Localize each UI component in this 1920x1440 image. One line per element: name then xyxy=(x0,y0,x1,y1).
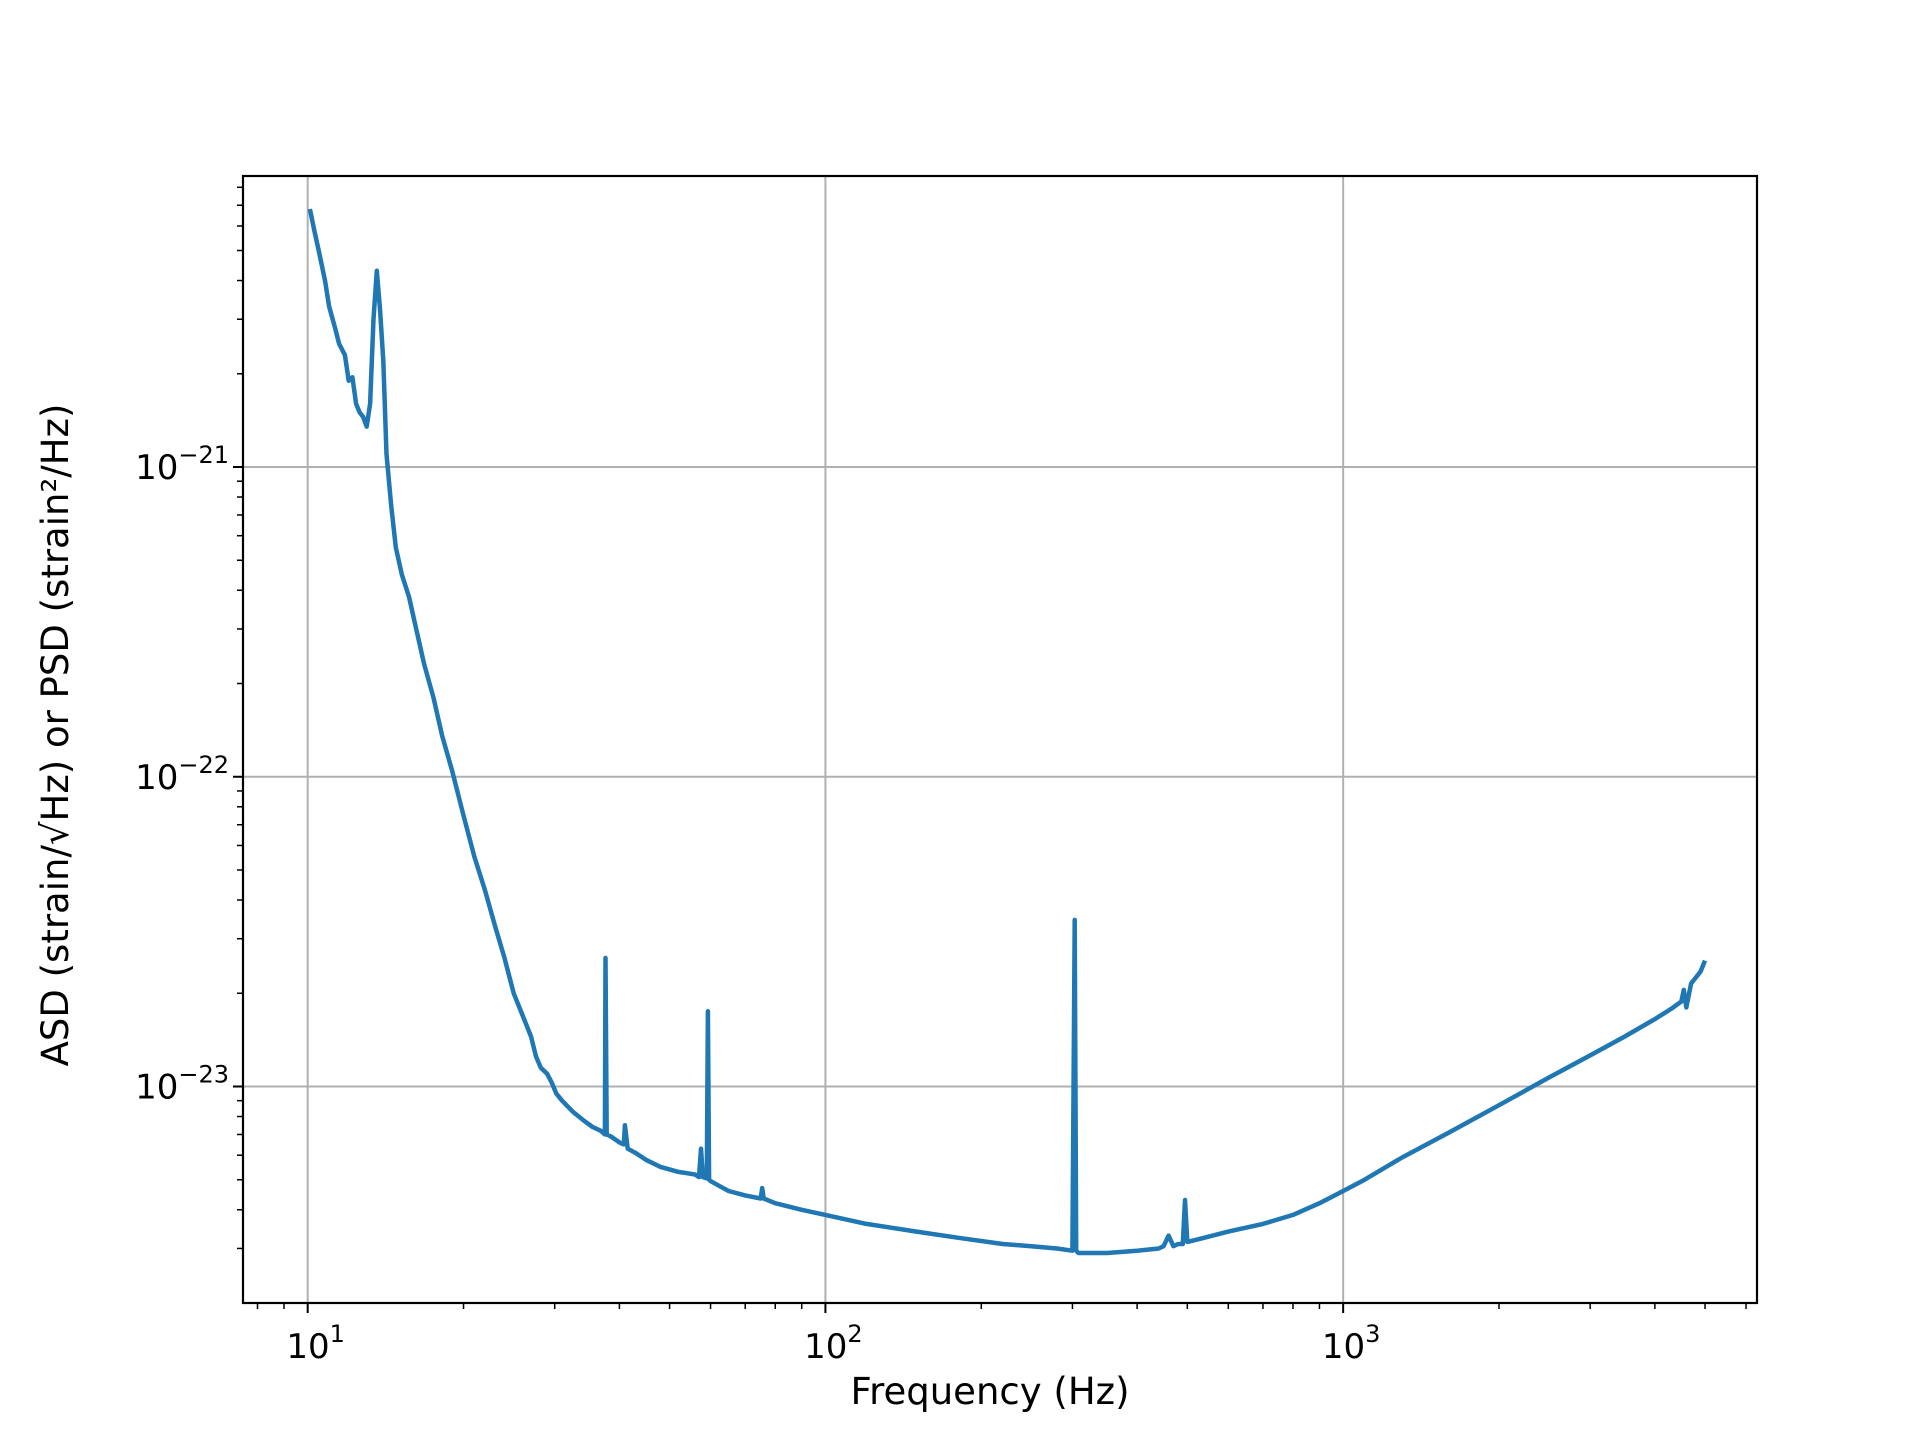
x-tick-label-10: 101 xyxy=(286,1320,345,1367)
y-axis-label: ASD (strain/√Hz) or PSD (strain²/Hz) xyxy=(34,404,77,1067)
plot-frame xyxy=(241,174,1759,1305)
major-ticks xyxy=(233,466,1345,1313)
grid-lines xyxy=(243,176,1757,1303)
y-tick-label-1e-21: 10−21 xyxy=(135,441,229,488)
y-tick-label-1e-22: 10−22 xyxy=(135,751,229,798)
minor-ticks xyxy=(237,186,1747,1309)
asd-series-line xyxy=(307,208,1708,1256)
x-tick-label-1000: 103 xyxy=(1322,1320,1381,1367)
y-tick-label-1e-23: 10−23 xyxy=(135,1060,229,1107)
x-axis-label: Frequency (Hz) xyxy=(850,1370,1129,1413)
x-tick-label-100: 102 xyxy=(804,1320,863,1367)
